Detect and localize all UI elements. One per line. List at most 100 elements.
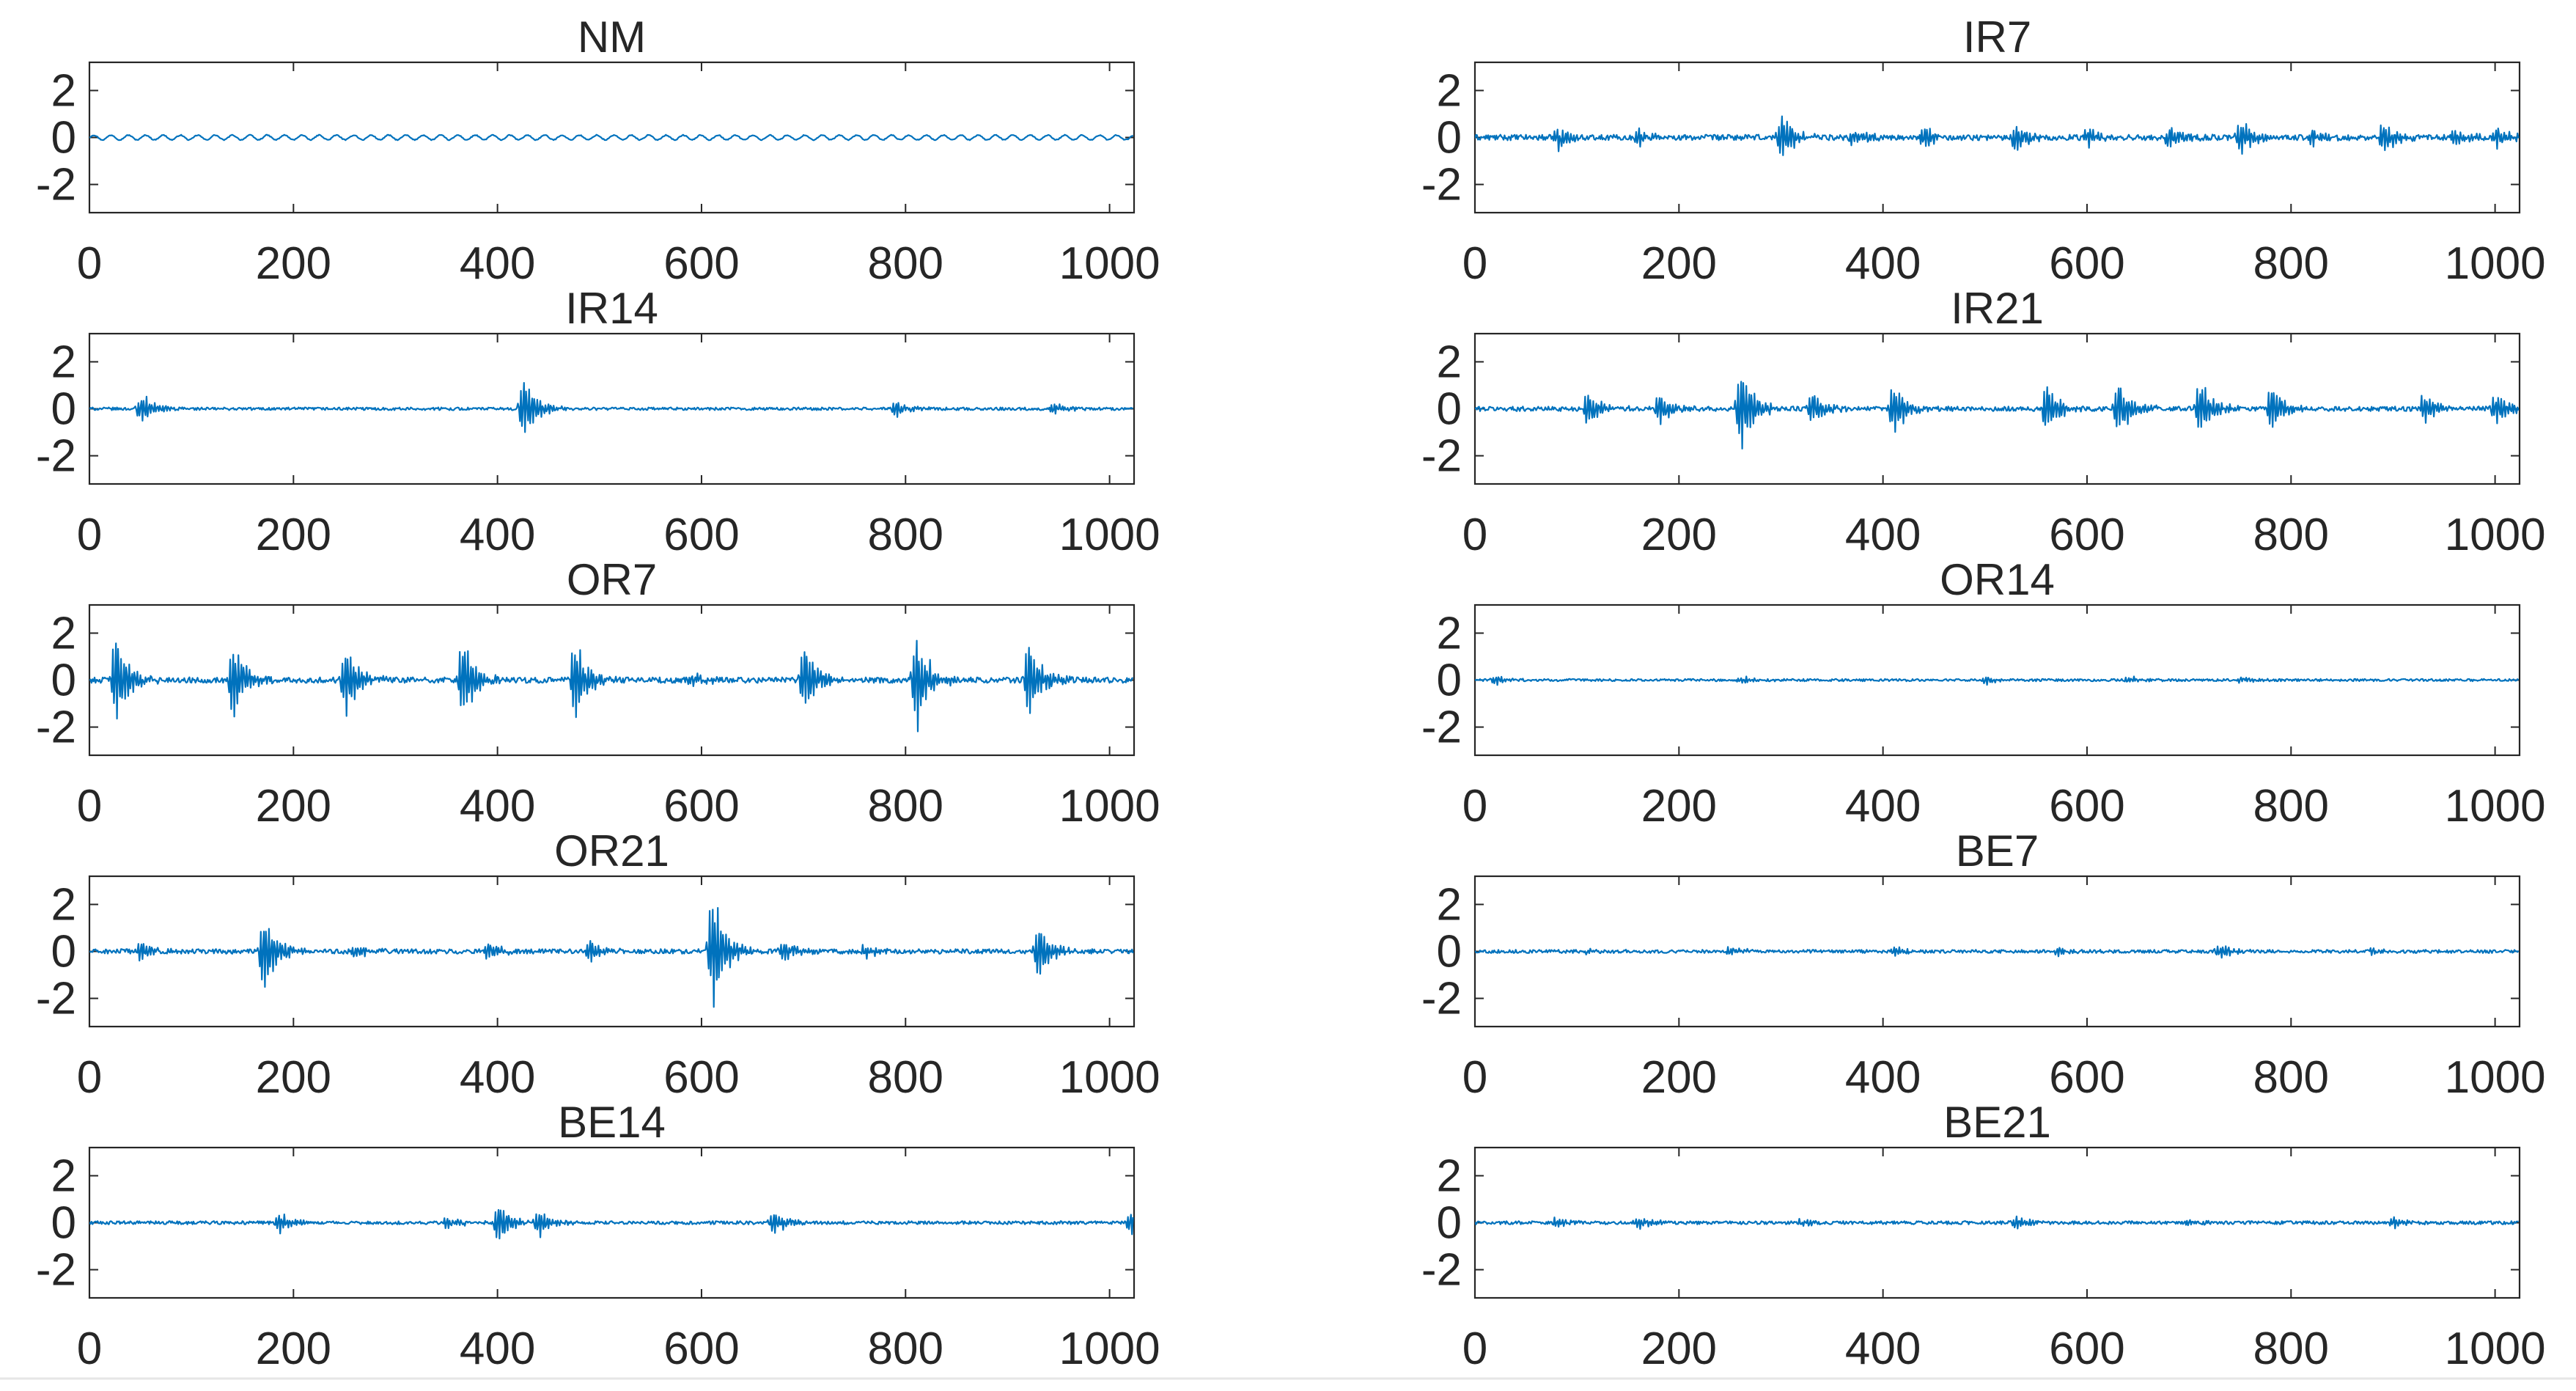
x-tick-label: 200	[256, 1052, 331, 1103]
x-tick-label: 800	[2253, 1052, 2329, 1103]
y-tick-label: 2	[1437, 65, 1462, 116]
x-tick-label: 600	[2049, 781, 2124, 832]
x-tick-label: 0	[77, 238, 102, 289]
signal-line-be14	[89, 1208, 1134, 1240]
subplot-title: OR7	[567, 555, 657, 604]
x-tick-label: 800	[868, 238, 943, 289]
y-tick-label: 2	[51, 1150, 76, 1201]
x-tick-label: 800	[2253, 510, 2329, 560]
subplot-title: BE21	[1943, 1098, 2051, 1147]
x-tick-label: 0	[1462, 1052, 1487, 1103]
x-tick-label: 200	[1641, 510, 1717, 560]
x-tick-label: 1000	[2445, 238, 2546, 289]
x-tick-label: 200	[1641, 1324, 1717, 1374]
x-tick-label: 400	[1845, 781, 1921, 832]
y-tick-label: 0	[51, 384, 76, 435]
y-tick-label: 0	[1437, 1198, 1462, 1249]
y-tick-label: 2	[1437, 337, 1462, 387]
x-tick-label: 0	[77, 510, 102, 560]
x-tick-label: 800	[868, 781, 943, 832]
y-tick-label: 2	[51, 65, 76, 116]
signal-line-or14	[1475, 675, 2520, 686]
x-tick-label: 200	[256, 238, 331, 289]
x-tick-label: 1000	[1059, 781, 1160, 832]
x-tick-label: 400	[460, 781, 535, 832]
y-tick-label: -2	[36, 160, 76, 210]
x-tick-label: 200	[256, 510, 331, 560]
x-tick-label: 0	[1462, 238, 1487, 289]
subplot-title: IR7	[1963, 12, 2031, 62]
x-tick-label: 400	[1845, 1052, 1921, 1103]
x-tick-label: 200	[1641, 238, 1717, 289]
y-tick-label: 2	[1437, 608, 1462, 658]
y-tick-label: -2	[36, 974, 76, 1024]
y-tick-label: 0	[51, 113, 76, 164]
x-tick-label: 1000	[2445, 781, 2546, 832]
y-tick-label: -2	[1421, 974, 1462, 1024]
signal-line-or7	[89, 639, 1134, 733]
y-tick-label: 2	[51, 879, 76, 930]
x-tick-label: 400	[460, 1324, 535, 1374]
x-tick-label: 0	[77, 1324, 102, 1374]
x-tick-label: 0	[1462, 781, 1487, 832]
y-tick-label: 0	[1437, 656, 1462, 706]
x-tick-label: 600	[2049, 510, 2124, 560]
x-tick-label: 800	[868, 510, 943, 560]
x-tick-label: 1000	[1059, 238, 1160, 289]
y-tick-label: 0	[1437, 384, 1462, 435]
signal-line-be21	[1475, 1215, 2519, 1230]
y-tick-label: -2	[36, 702, 76, 753]
x-tick-label: 400	[460, 510, 535, 560]
subplot-title: BE7	[1956, 826, 2039, 876]
x-tick-label: 400	[1845, 1324, 1921, 1374]
subplot-title: IR21	[1951, 284, 2044, 333]
y-tick-label: -2	[1421, 1245, 1462, 1296]
x-tick-label: 400	[460, 238, 535, 289]
x-tick-label: 600	[2049, 238, 2124, 289]
x-tick-label: 1000	[2445, 1324, 2546, 1374]
x-tick-label: 600	[663, 510, 739, 560]
y-tick-label: 0	[51, 656, 76, 706]
x-tick-label: 600	[663, 1324, 739, 1374]
y-tick-label: 2	[51, 608, 76, 658]
y-tick-label: -2	[36, 431, 76, 482]
x-tick-label: 0	[77, 1052, 102, 1103]
x-tick-label: 800	[2253, 238, 2329, 289]
x-tick-label: 600	[663, 238, 739, 289]
signal-line-ir21	[1475, 381, 2520, 449]
subplot-title: NM	[578, 12, 646, 62]
x-tick-label: 800	[868, 1324, 943, 1374]
y-tick-label: 2	[1437, 1150, 1462, 1201]
x-tick-label: 0	[77, 781, 102, 832]
y-tick-label: -2	[1421, 160, 1462, 210]
x-tick-label: 800	[868, 1052, 943, 1103]
x-tick-label: 0	[1462, 510, 1487, 560]
y-tick-label: 0	[1437, 113, 1462, 164]
y-tick-label: -2	[1421, 431, 1462, 482]
x-tick-label: 0	[1462, 1324, 1487, 1374]
subplot-title: OR21	[554, 826, 669, 876]
subplot-title: OR14	[1940, 555, 2055, 604]
y-tick-label: 0	[1437, 927, 1462, 977]
signal-line-ir7	[1475, 115, 2520, 156]
signal-line-or21	[89, 907, 1134, 1008]
signal-line-nm	[89, 133, 1134, 142]
x-tick-label: 800	[2253, 1324, 2329, 1374]
x-tick-label: 400	[460, 1052, 535, 1103]
x-tick-label: 600	[2049, 1324, 2124, 1374]
x-tick-label: 600	[663, 781, 739, 832]
x-tick-label: 1000	[2445, 1052, 2546, 1103]
x-tick-label: 200	[1641, 781, 1717, 832]
x-tick-label: 600	[2049, 1052, 2124, 1103]
subplot-title: IR14	[565, 284, 658, 333]
y-tick-label: -2	[36, 1245, 76, 1296]
